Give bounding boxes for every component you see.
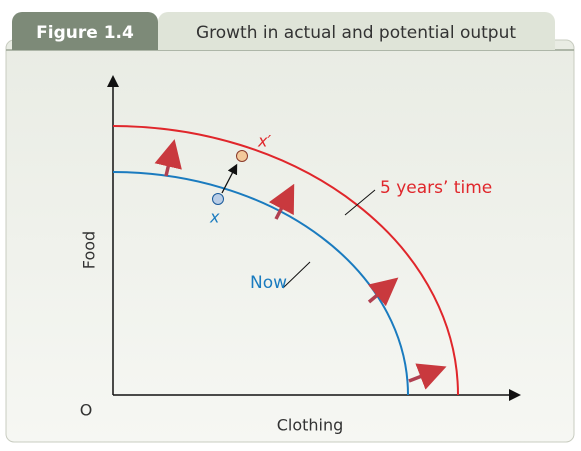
figure-title: Growth in actual and potential output bbox=[196, 23, 516, 43]
curve-label: Now bbox=[250, 273, 287, 293]
x-axis-label: Clothing bbox=[277, 416, 344, 435]
figure-tab bbox=[12, 12, 158, 50]
shift-arrow bbox=[268, 183, 295, 220]
point-arrow bbox=[221, 163, 238, 194]
leader-line bbox=[282, 261, 311, 289]
point-label: x bbox=[209, 208, 220, 227]
shift-arrow bbox=[154, 139, 182, 177]
curve-now bbox=[112, 171, 409, 396]
origin-label: O bbox=[80, 401, 93, 420]
point-x bbox=[212, 193, 224, 205]
curve-label: 5 years’ time bbox=[380, 178, 492, 198]
title-tab bbox=[158, 12, 555, 50]
figure-number: Figure 1.4 bbox=[36, 23, 134, 43]
y-axis-label: Food bbox=[80, 231, 99, 269]
shift-arrow bbox=[408, 363, 447, 390]
shift-arrow bbox=[367, 277, 399, 307]
point-label: x′ bbox=[257, 132, 271, 151]
leader-line bbox=[344, 189, 376, 216]
point-x-prime bbox=[236, 150, 248, 162]
shift-arrows bbox=[154, 139, 447, 390]
